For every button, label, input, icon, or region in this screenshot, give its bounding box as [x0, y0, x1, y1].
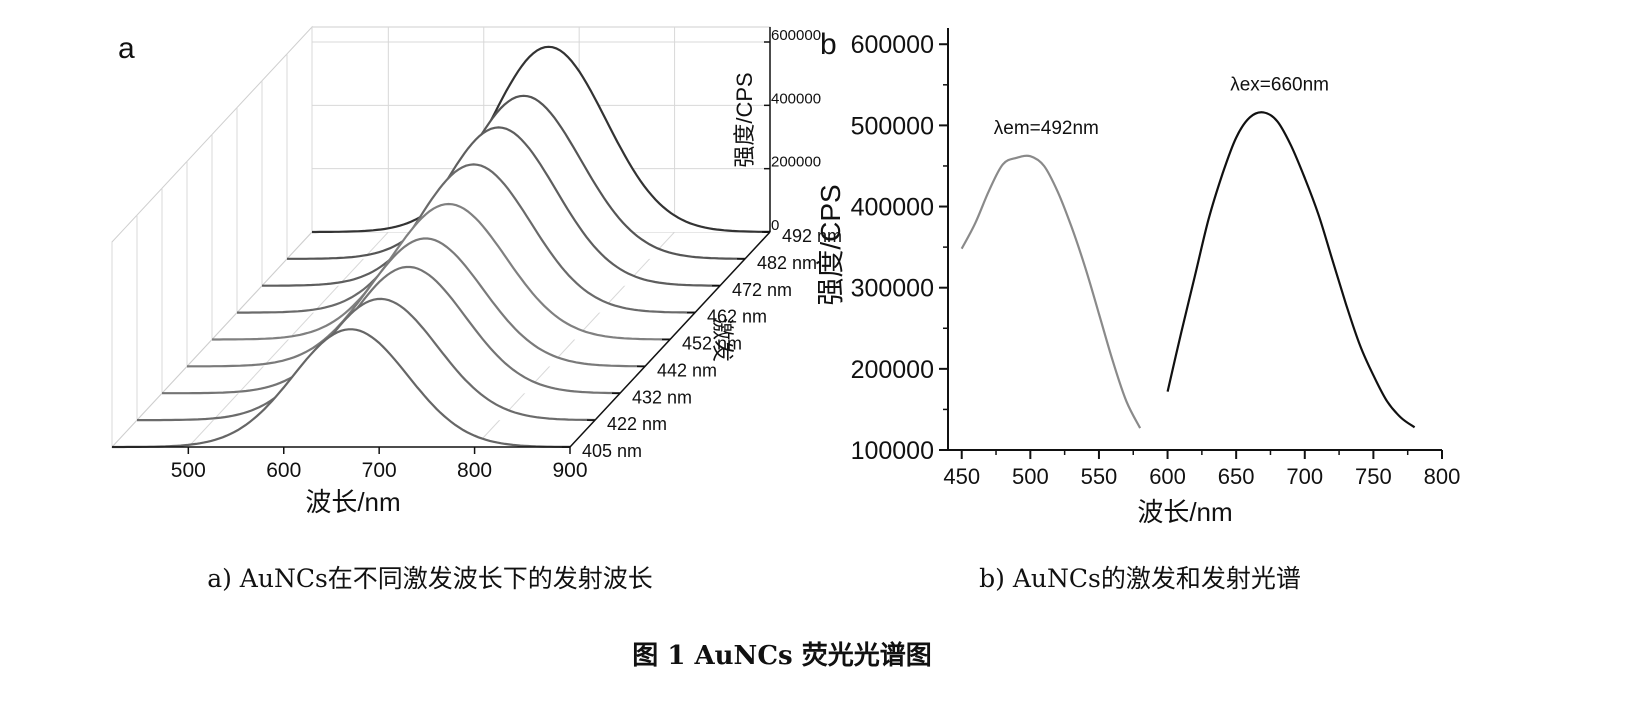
y-tick-label: 442 nm — [657, 360, 717, 380]
emission-annotation: λem=492nm — [994, 118, 1099, 139]
panel-b-y-axis-title: 强度/CPS — [815, 184, 846, 305]
panel-b-curves: λem=492nm λex=660nm — [960, 74, 1416, 429]
y-tick-label: 452 nm — [682, 334, 742, 354]
x-tick-label: 800 — [457, 459, 492, 482]
panel-b-x-axis-title: 波长/nm — [1137, 497, 1232, 527]
emission-curve — [960, 154, 1142, 429]
x-tick-label: 550 — [1081, 464, 1118, 489]
excitation-curve — [1166, 111, 1416, 429]
subcaption-a: a) AuNCs在不同激发波长下的发射波长 — [207, 564, 653, 593]
panel-a-label: a — [118, 32, 135, 65]
curve-fill-405nm — [112, 329, 570, 447]
y-tick-label: 100000 — [851, 437, 934, 465]
x-tick-label: 800 — [1424, 464, 1461, 489]
y-tick-label: 500000 — [851, 112, 934, 140]
x-tick-label: 650 — [1218, 464, 1255, 489]
y-tick-label: 462 nm — [707, 307, 767, 327]
x-tick-label: 500 — [1012, 464, 1049, 489]
panel-a-y-axis-title: 激发 — [710, 318, 735, 362]
y-tick-label: 400000 — [851, 194, 934, 222]
excitation-annotation: λex=660nm — [1230, 74, 1329, 95]
y-tick-label: 600000 — [851, 31, 934, 59]
z-tick-label: 600000 — [771, 27, 821, 44]
x-tick-label: 750 — [1355, 464, 1392, 489]
x-tick-label: 700 — [362, 459, 397, 482]
y-tick-label: 472 nm — [732, 280, 792, 300]
figure-caption: 图 1 AuNCs 荧光光谱图 — [632, 640, 931, 671]
subcaption-b: b) AuNCs的激发和发射光谱 — [979, 564, 1301, 593]
curve-452nm — [212, 202, 670, 341]
panel-a-z-axis-title: 强度/CPS — [732, 72, 757, 167]
y-tick-label: 492 nm — [782, 226, 842, 246]
curve-462nm — [237, 163, 695, 314]
y-tick-label: 200000 — [851, 356, 934, 384]
y-tick-label: 482 nm — [757, 253, 817, 273]
curve-422nm — [137, 297, 595, 422]
x-tick-label: 900 — [552, 459, 587, 482]
panel-a-curves — [112, 45, 770, 449]
panel-b-axes: 450 500 550 600 650 700 750 800 100000 200000 3000… — [851, 28, 1461, 489]
panel-a-x-axis-title: 波长/nm — [305, 487, 400, 517]
x-tick-label: 500 — [171, 459, 206, 482]
curve-442nm — [186, 237, 645, 368]
x-tick-label: 600 — [266, 459, 301, 482]
panel-b-line-chart: 450 500 550 600 650 700 750 800 100000 200000 3000… — [815, 28, 1460, 527]
y-tick-label: 422 nm — [607, 414, 667, 434]
curve-432nm — [162, 265, 620, 395]
panel-b-label: b — [820, 28, 837, 61]
x-tick-label: 700 — [1286, 464, 1323, 489]
x-tick-label: 450 — [943, 464, 980, 489]
z-tick-label: 0 — [771, 217, 779, 234]
y-tick-label: 432 nm — [632, 387, 692, 407]
y-tick-label: 405 nm — [582, 441, 642, 461]
z-tick-label: 400000 — [771, 90, 821, 107]
x-tick-label: 600 — [1149, 464, 1186, 489]
curve-405nm — [112, 328, 570, 449]
curve-482nm — [287, 94, 745, 260]
z-tick-label: 200000 — [771, 154, 821, 171]
curve-492nm — [312, 45, 770, 234]
y-tick-label: 300000 — [851, 275, 934, 303]
curve-472nm — [262, 126, 721, 287]
